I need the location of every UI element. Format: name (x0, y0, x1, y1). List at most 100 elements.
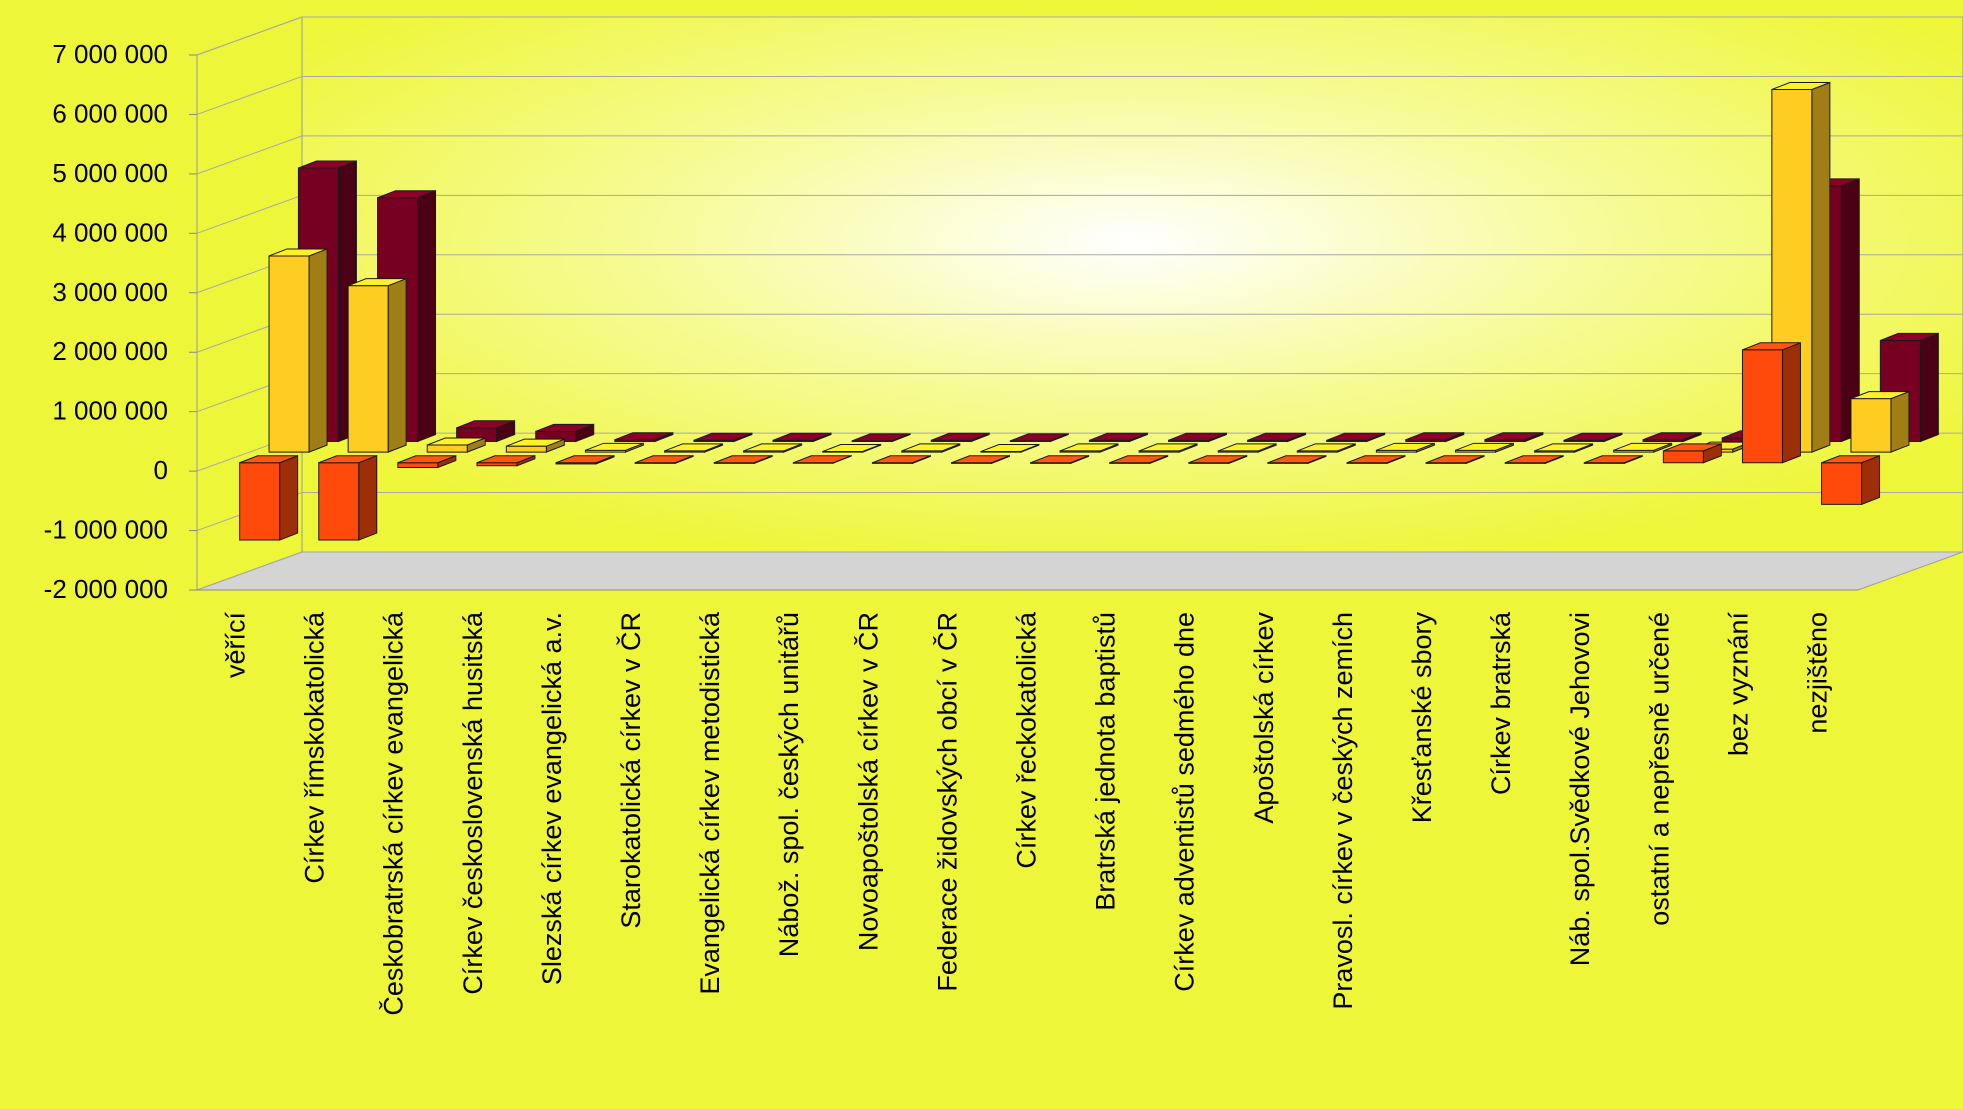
bar (1662, 443, 1722, 464)
bar (851, 433, 911, 443)
y-tick-label: 4 000 000 (52, 217, 168, 247)
bar (1088, 432, 1148, 443)
category-label: Křesťanské sbory (1407, 612, 1437, 824)
category-label: Církev československá husitská (458, 611, 488, 995)
bar-front (505, 445, 547, 453)
bar-top (1534, 443, 1593, 452)
bar (713, 455, 773, 465)
bar-top (1297, 443, 1356, 452)
bar-front (347, 285, 389, 453)
bar-front (1850, 398, 1892, 453)
bar (1821, 455, 1881, 506)
bar (584, 442, 644, 453)
bar (1167, 432, 1227, 443)
bar (901, 443, 961, 453)
bar-front (397, 462, 439, 469)
bar-top (239, 455, 298, 464)
bar (1534, 443, 1594, 453)
bar (980, 443, 1040, 453)
bar-top (1821, 455, 1880, 464)
bar-side (1781, 342, 1801, 464)
bar-top (1663, 443, 1722, 452)
bar-top (1613, 442, 1672, 451)
gridline-side (196, 551, 303, 591)
bar (1484, 431, 1544, 443)
y-tick-label: 6 000 000 (52, 98, 168, 128)
bar (1296, 443, 1356, 453)
bar-top (397, 455, 457, 464)
bar (634, 455, 694, 465)
bar-top (1247, 432, 1306, 441)
bar-top (1880, 332, 1939, 341)
bar-front (318, 462, 360, 541)
bar-top (1089, 432, 1148, 441)
bar (1188, 455, 1248, 465)
bar-top (1742, 342, 1801, 351)
bar (1009, 433, 1069, 443)
bar (476, 455, 536, 467)
bar-top (1584, 455, 1643, 464)
bar-top (1218, 443, 1277, 452)
bar (1583, 455, 1643, 465)
bar-top (1326, 432, 1385, 441)
y-tick-label: -2 000 000 (44, 574, 168, 604)
bar (664, 443, 724, 453)
y-tick-label: 7 000 000 (52, 39, 168, 69)
bar-top (1376, 442, 1435, 451)
bar-top (1168, 432, 1227, 441)
bar-side (358, 455, 378, 541)
bar-top (1059, 443, 1119, 452)
bar (1109, 455, 1169, 465)
bar (1267, 455, 1327, 465)
bar-top (535, 423, 594, 432)
category-label: nezjištěno (1802, 612, 1832, 734)
bar (792, 455, 852, 464)
bar (1326, 432, 1386, 443)
bar-top (1425, 455, 1485, 464)
bar-top (743, 443, 802, 452)
bar-top (793, 455, 852, 464)
bar (772, 432, 832, 443)
bar-top (901, 443, 960, 452)
bar-front (426, 444, 468, 453)
gridline-side (196, 135, 303, 175)
category-label: Pravosl. církev v českých zemích (1328, 612, 1358, 1010)
bar (1217, 443, 1277, 453)
bar-side (387, 277, 407, 453)
bar (1138, 443, 1198, 453)
bar (693, 432, 753, 443)
y-tick-label: 3 000 000 (52, 277, 168, 307)
bar-top (1138, 443, 1198, 452)
bar (1346, 455, 1406, 465)
bar-top (951, 455, 1010, 464)
gridline-side (196, 16, 303, 56)
bar (239, 455, 299, 541)
bar (1850, 390, 1910, 453)
bar-side (1919, 332, 1939, 443)
bar-top (427, 437, 486, 446)
bar (1613, 442, 1673, 453)
category-label: Církev bratrská (1486, 611, 1516, 795)
y-tick-label: 0 (154, 455, 168, 485)
bar-top (1030, 455, 1089, 464)
bar-top (506, 438, 565, 447)
y-tick-label: 2 000 000 (52, 336, 168, 366)
bar-front (268, 255, 310, 453)
bar (505, 438, 565, 453)
bar-front (239, 462, 281, 541)
bar-side (417, 190, 437, 443)
bar-side (1811, 81, 1831, 453)
bar-top (476, 455, 536, 464)
bar (1454, 442, 1514, 453)
bar-top (268, 248, 328, 257)
bar-top (664, 443, 723, 452)
bar-top (693, 432, 753, 441)
bar-front (1821, 462, 1863, 505)
bar (743, 443, 803, 453)
bar-top (555, 455, 615, 464)
y-tick-label: 1 000 000 (52, 396, 168, 426)
category-label: ostatní a nepřesně určené (1644, 612, 1674, 926)
gridline-side (196, 194, 303, 234)
